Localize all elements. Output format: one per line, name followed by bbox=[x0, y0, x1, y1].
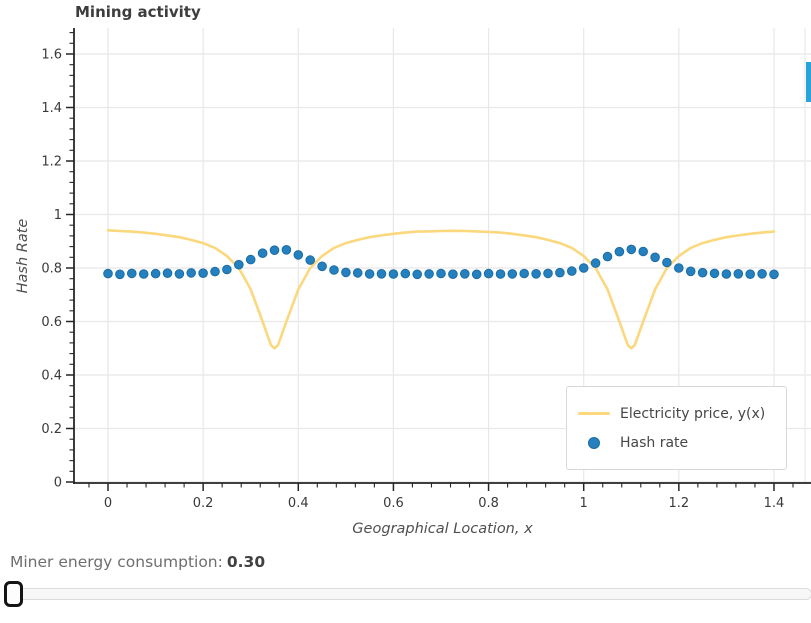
x-tick-label: 0.2 bbox=[193, 496, 214, 511]
hash-rate-dot bbox=[424, 269, 434, 279]
energy-consumption-readout: Miner energy consumption: 0.30 bbox=[10, 553, 265, 571]
hash-rate-dot bbox=[341, 267, 351, 278]
x-axis-label: Geographical Location, x bbox=[352, 521, 533, 537]
hash-rate-dot bbox=[376, 269, 387, 279]
hash-rate-dot bbox=[650, 252, 660, 263]
legend-line-swatch-icon bbox=[578, 412, 610, 415]
hash-rate-dot bbox=[329, 265, 339, 275]
y-tick-label: 0.2 bbox=[41, 422, 62, 437]
hash-rate-dot bbox=[697, 267, 708, 278]
hash-rate-dot bbox=[412, 269, 423, 280]
hash-rate-dot bbox=[745, 269, 756, 280]
plot-area: 0 0.2 0.4 0.6 0.8 1 1.2 1.4 0 0.2 0.4 0.6 0.8 1 1.2 1.4… bbox=[41, 28, 811, 511]
energy-consumption-value: 0.30 bbox=[226, 553, 266, 571]
scrollbar-thumb[interactable] bbox=[806, 62, 811, 102]
hash-rate-dot bbox=[115, 269, 125, 280]
slider-thumb[interactable] bbox=[4, 581, 23, 607]
hash-rate-dot bbox=[507, 269, 518, 279]
hash-rate-dot bbox=[614, 246, 625, 257]
hash-rate-dot bbox=[364, 269, 375, 279]
x-tick-label: 1.2 bbox=[668, 496, 689, 511]
hash-rate-dot bbox=[602, 251, 613, 262]
hash-rate-dot bbox=[519, 268, 530, 279]
hash-rate-dot bbox=[448, 269, 458, 280]
x-tick-label: 0.4 bbox=[288, 496, 309, 511]
legend: Electricity price, y(x) Hash rate bbox=[566, 386, 787, 470]
legend-item-electricity-price: Electricity price, y(x) bbox=[577, 406, 776, 422]
hash-rate-dot bbox=[210, 266, 220, 277]
hash-rate-dot bbox=[662, 257, 672, 268]
hash-rate-dot bbox=[198, 268, 208, 279]
hash-rate-dot bbox=[709, 268, 720, 279]
hash-rate-dot bbox=[234, 259, 244, 270]
x-tick-label: 0 bbox=[104, 496, 112, 511]
legend-dot-swatch-icon bbox=[588, 436, 600, 449]
hash-rate-dot bbox=[150, 268, 161, 279]
y-tick-label: 0.4 bbox=[41, 369, 62, 384]
electricity-price-line bbox=[106, 229, 776, 350]
y-axis-label: Hash Rate bbox=[15, 218, 31, 294]
x-tick-label: 1.4 bbox=[764, 496, 785, 511]
hash-rate-dot bbox=[543, 268, 553, 279]
hash-rate-dot bbox=[483, 268, 494, 279]
hash-rate-dot bbox=[138, 269, 149, 279]
hash-rate-dot bbox=[222, 264, 232, 275]
hash-rate-dot bbox=[590, 258, 601, 268]
x-tick-label: 0.6 bbox=[383, 496, 404, 511]
y-tick-label: 0 bbox=[54, 476, 62, 491]
energy-slider[interactable] bbox=[0, 578, 811, 612]
hash-rate-dot bbox=[352, 268, 363, 278]
hash-rate-dot bbox=[281, 245, 292, 255]
legend-item-hash-rate: Hash rate bbox=[577, 435, 776, 451]
x-tick-label: 1 bbox=[580, 496, 588, 511]
hash-rate-dot bbox=[626, 244, 637, 255]
hash-rate-dot bbox=[269, 245, 280, 255]
hash-rate-dot bbox=[317, 261, 327, 272]
hash-rate-dot bbox=[567, 266, 577, 276]
energy-consumption-label: Miner energy consumption: bbox=[10, 553, 223, 571]
hash-rate-dot bbox=[388, 269, 399, 279]
y-tick-label: 1 bbox=[54, 208, 62, 223]
hash-rate-dot bbox=[733, 269, 744, 279]
hash-rate-dot bbox=[531, 269, 541, 279]
slider-track[interactable] bbox=[6, 588, 811, 600]
hash-rate-dot bbox=[769, 269, 779, 280]
y-tick-label: 1.2 bbox=[41, 155, 62, 170]
hash-rate-dot bbox=[578, 263, 589, 273]
hash-rate-dot bbox=[721, 269, 732, 279]
hash-rate-dot bbox=[471, 269, 482, 280]
y-tick-label: 1.4 bbox=[41, 101, 62, 116]
hash-rate-dot bbox=[685, 266, 696, 277]
y-tick-label: 0.8 bbox=[41, 262, 62, 277]
hash-rate-dot bbox=[436, 268, 446, 279]
hash-rate-dot bbox=[400, 268, 411, 279]
hash-rate-dot bbox=[257, 248, 268, 258]
hash-rate-dot bbox=[495, 269, 506, 279]
y-tick-label: 0.6 bbox=[41, 315, 62, 330]
hash-rate-dot bbox=[103, 268, 113, 279]
y-tick-label: 1.6 bbox=[41, 48, 62, 63]
hash-rate-dot bbox=[555, 267, 565, 278]
hash-rate-dot bbox=[245, 254, 256, 265]
x-tick-label: 0.8 bbox=[478, 496, 499, 511]
hash-rate-dot bbox=[638, 246, 649, 257]
hash-rate-dot bbox=[293, 250, 304, 260]
hash-rate-dot bbox=[174, 269, 185, 279]
legend-label: Electricity price, y(x) bbox=[620, 405, 766, 422]
hash-rate-dot bbox=[162, 268, 173, 279]
hash-rate-dot bbox=[757, 269, 767, 279]
legend-label: Hash rate bbox=[620, 434, 689, 451]
hash-rate-dot bbox=[305, 255, 316, 265]
chart-title: Mining activity bbox=[75, 3, 201, 21]
hash-rate-dot bbox=[127, 268, 137, 279]
hash-rate-dot bbox=[186, 268, 196, 278]
hash-rate-dot bbox=[674, 263, 684, 273]
hash-rate-dot bbox=[460, 269, 470, 279]
